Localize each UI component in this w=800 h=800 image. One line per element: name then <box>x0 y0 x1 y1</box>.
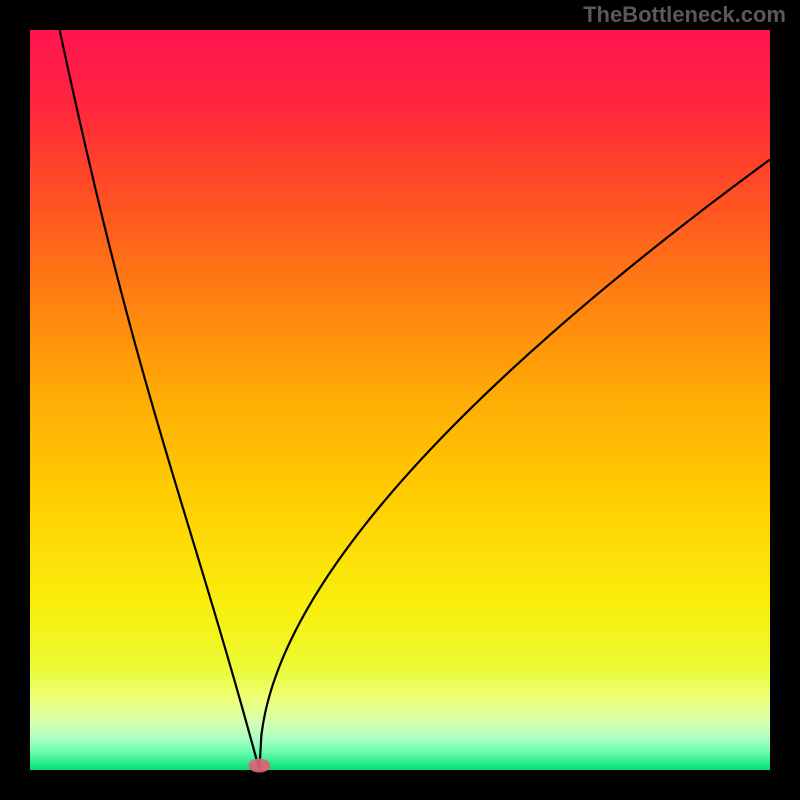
watermark-text: TheBottleneck.com <box>583 2 786 28</box>
bottleneck-chart <box>0 0 800 800</box>
chart-root: TheBottleneck.com <box>0 0 800 800</box>
plot-background <box>30 30 770 770</box>
optimum-marker <box>248 759 270 773</box>
